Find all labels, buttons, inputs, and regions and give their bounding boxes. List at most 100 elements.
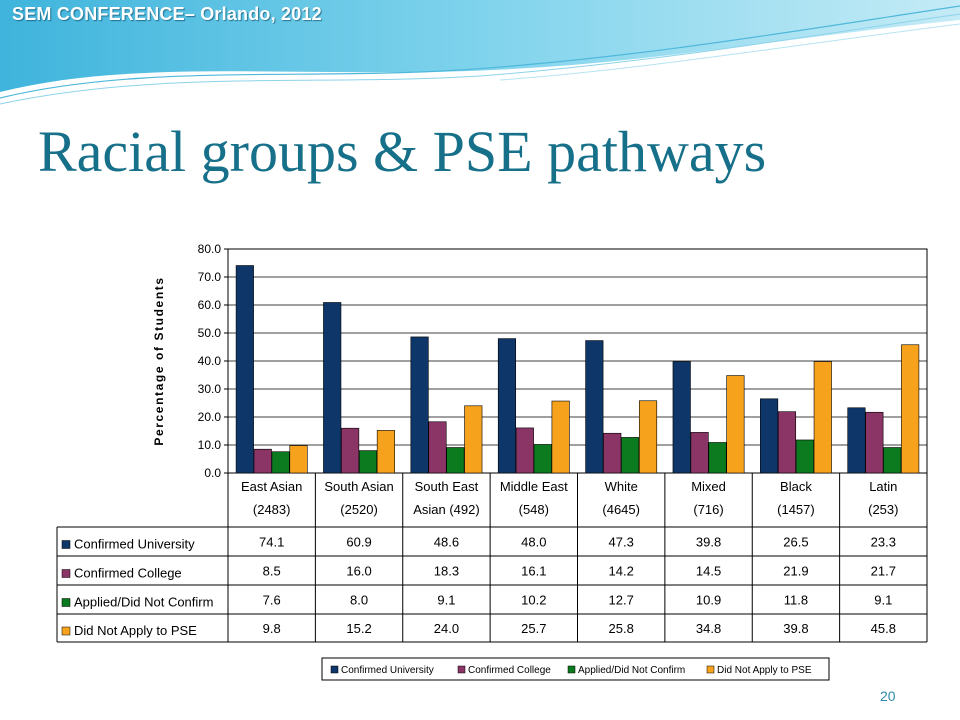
bar (690, 432, 709, 474)
table-row-header: Did Not Apply to PSE (74, 623, 197, 638)
table-cell-value: 48.6 (434, 535, 459, 550)
x-category-label: East Asian (241, 479, 302, 494)
table-cell-value: 8.5 (263, 564, 281, 579)
x-category-label: White (605, 479, 638, 494)
table-cell-value: 18.3 (434, 564, 459, 579)
legend-swatch (706, 665, 715, 674)
bar (497, 338, 517, 474)
y-tick-label: 60.0 (198, 298, 222, 312)
y-tick-label: 0.0 (204, 466, 221, 480)
y-tick-label: 70.0 (198, 270, 222, 284)
y-axis-title: Percentage of Students (152, 276, 166, 445)
bar (708, 442, 727, 474)
y-tick-label: 80.0 (198, 242, 222, 256)
bar (271, 451, 290, 474)
bar (813, 361, 832, 474)
legend-swatch (457, 665, 466, 674)
table-legend-swatch (61, 598, 71, 607)
table-cell-value: 9.8 (263, 621, 281, 636)
legend-label: Confirmed College (468, 665, 551, 676)
y-tick-label: 50.0 (198, 326, 222, 340)
bar (883, 447, 902, 474)
bar (533, 444, 552, 474)
legend-swatch (330, 665, 339, 674)
bar (672, 361, 691, 474)
bar (901, 344, 920, 474)
table-cell-value: 48.0 (521, 535, 546, 550)
slide-title: Racial groups & PSE pathways (38, 119, 767, 184)
table-cell-value: 25.8 (609, 621, 634, 636)
bar (865, 411, 884, 474)
bar (603, 432, 622, 474)
x-category-sublabel: (1457) (777, 502, 815, 517)
table-cell-value: 60.9 (346, 535, 371, 550)
table-cell-value: 16.0 (346, 564, 371, 579)
x-category-sublabel: (2520) (340, 502, 378, 517)
table-cell-value: 21.7 (871, 564, 896, 579)
bar (410, 336, 429, 474)
x-category-sublabel: Asian (492) (413, 502, 479, 517)
y-tick-label: 40.0 (198, 354, 222, 368)
bar (235, 265, 254, 474)
table-legend-swatch (61, 626, 71, 636)
conference-header-text: SEM CONFERENCE– Orlando, 2012 (12, 4, 322, 24)
x-category-sublabel: (716) (693, 502, 723, 517)
bar (289, 445, 308, 474)
bar (621, 437, 640, 474)
legend-box (321, 657, 830, 681)
bar (777, 411, 797, 474)
bar (760, 398, 779, 474)
x-category-label: South East (415, 479, 479, 494)
table-row-header: Confirmed University (74, 537, 195, 552)
bar (323, 302, 342, 474)
table-cell-value: 8.0 (350, 593, 368, 608)
x-category-label: South Asian (324, 479, 393, 494)
bar (376, 430, 395, 474)
x-category-sublabel: (548) (519, 502, 549, 517)
table-cell-value: 74.1 (259, 535, 284, 550)
table-cell-value: 39.8 (783, 621, 808, 636)
y-tick-label: 30.0 (198, 382, 222, 396)
bar (551, 400, 570, 474)
bar (464, 405, 483, 474)
table-cell-value: 47.3 (609, 535, 634, 550)
table-cell-value: 24.0 (434, 621, 459, 636)
bar (358, 450, 378, 474)
bar (726, 375, 745, 474)
x-category-label: Mixed (691, 479, 726, 494)
table-cell-value: 14.5 (696, 564, 721, 579)
legend-label: Did Not Apply to PSE (717, 665, 812, 676)
x-category-sublabel: (253) (868, 502, 898, 517)
table-cell-value: 25.7 (521, 621, 546, 636)
bar (253, 448, 272, 474)
bar (428, 421, 447, 474)
x-category-label: Latin (869, 479, 897, 494)
x-category-sublabel: (4645) (602, 502, 640, 517)
y-tick-label: 10.0 (198, 438, 222, 452)
table-cell-value: 12.7 (609, 593, 634, 608)
table-cell-value: 11.8 (784, 593, 808, 608)
table-cell-value: 10.9 (696, 593, 721, 608)
header-wave-decoration (0, 0, 960, 105)
table-cell-value: 45.8 (871, 621, 896, 636)
table-legend-swatch (61, 569, 71, 578)
bar (795, 439, 814, 474)
table-cell-value: 16.1 (521, 564, 546, 579)
legend-swatch (567, 665, 576, 674)
table-cell-value: 34.8 (696, 621, 721, 636)
bar (446, 447, 465, 474)
table-cell-value: 23.3 (871, 535, 896, 550)
table-cell-value: 10.2 (521, 593, 546, 608)
table-cell-value: 26.5 (783, 535, 808, 550)
legend-label: Confirmed University (341, 665, 434, 676)
x-category-sublabel: (2483) (253, 502, 291, 517)
x-category-label: Middle East (500, 479, 568, 494)
table-cell-value: 39.8 (696, 535, 721, 550)
table-legend-swatch (61, 540, 71, 549)
table-cell-value: 15.2 (346, 621, 371, 636)
y-tick-label: 20.0 (198, 410, 222, 424)
table-cell-value: 9.1 (874, 593, 892, 608)
table-cell-value: 9.1 (437, 593, 455, 608)
legend-label: Applied/Did Not Confirm (578, 665, 685, 676)
